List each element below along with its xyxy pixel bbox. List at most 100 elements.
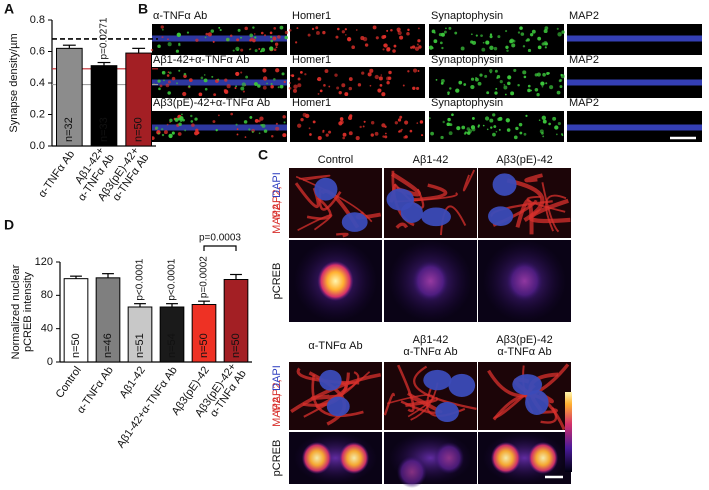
punctum [217, 78, 220, 81]
nucleus-signal [506, 261, 543, 301]
punctum [200, 76, 204, 80]
punctum [495, 87, 498, 90]
punctum [381, 123, 386, 128]
punctum [317, 92, 320, 95]
punctum [451, 113, 454, 117]
punctum [218, 114, 220, 117]
punctum [435, 78, 438, 81]
n-label: n=50 [70, 333, 82, 358]
punctum [399, 35, 404, 40]
column-header: Aβ3(pE)-42 α-TNFα Ab [496, 334, 552, 358]
punctum [171, 76, 176, 81]
row-label: Aβ3(pE)-42+α-TNFα Ab [153, 97, 270, 109]
punctum [527, 48, 532, 53]
bar [127, 306, 153, 363]
x-tick-label: Aβ1-42 [118, 365, 148, 401]
punctum [235, 85, 237, 88]
punctum [388, 70, 392, 75]
punctum [386, 81, 390, 85]
neurite [336, 232, 349, 238]
color-scale [565, 392, 572, 472]
punctum [348, 77, 353, 81]
punctum [178, 122, 182, 127]
punctum [248, 128, 251, 131]
punctum [464, 131, 468, 134]
neurite [541, 182, 560, 233]
punctum [489, 33, 493, 36]
punctum [410, 46, 413, 49]
punctum [428, 45, 434, 50]
punctum [503, 84, 506, 86]
punctum [297, 123, 302, 128]
punctum [542, 119, 547, 124]
punctum [357, 83, 362, 87]
n-label: n=51 [134, 333, 146, 358]
punctum [507, 75, 512, 80]
neurite [395, 222, 409, 229]
punctum [291, 74, 295, 78]
punctum [498, 128, 501, 131]
punctum [275, 122, 278, 125]
punctum [235, 46, 240, 51]
punctum [421, 134, 424, 137]
punctum [344, 28, 347, 31]
channel-label: Homer1 [292, 10, 331, 22]
neurite [383, 392, 395, 416]
punctum [386, 47, 391, 52]
punctum [254, 36, 257, 39]
punctum [346, 37, 352, 42]
punctum [297, 77, 301, 81]
row-label: MAP2, [271, 186, 283, 219]
neurite [528, 198, 571, 224]
punctum [560, 73, 563, 77]
punctum [312, 120, 316, 124]
punctum [244, 26, 248, 31]
punctum [492, 132, 496, 137]
punctum [295, 41, 298, 44]
neurite [462, 169, 475, 192]
punctum [363, 120, 366, 123]
punctum [513, 135, 518, 140]
bar [191, 304, 217, 363]
punctum [338, 90, 342, 95]
punctum [249, 33, 254, 38]
punctum [477, 125, 480, 128]
p-value: p<0.0001 [167, 258, 178, 300]
neurite [386, 394, 434, 418]
punctum [335, 35, 339, 39]
dendrite [567, 35, 702, 42]
punctum [165, 83, 170, 88]
nucleus [448, 373, 476, 397]
bar [159, 306, 185, 363]
punctum [402, 84, 405, 87]
punctum [414, 46, 420, 51]
punctum [484, 74, 488, 78]
column-header: α-TNFα Ab [308, 340, 362, 352]
punctum [439, 41, 443, 45]
punctum [167, 71, 170, 74]
punctum [355, 29, 358, 31]
punctum [548, 122, 551, 126]
punctum [386, 29, 389, 32]
punctum [470, 33, 473, 36]
punctum [387, 76, 392, 81]
punctum [195, 38, 199, 42]
punctum [251, 130, 254, 133]
p-value: p=0.0271 [99, 17, 110, 59]
punctum [299, 71, 303, 74]
punctum [447, 117, 451, 122]
column-header: Aβ1-42 [413, 154, 449, 166]
punctum [554, 125, 559, 130]
p-value: p=0.0003 [199, 233, 241, 244]
y-tick-label: 0.4 [30, 77, 45, 89]
punctum [175, 49, 179, 53]
punctum [544, 26, 549, 30]
punctum [505, 29, 508, 33]
punctum [263, 129, 268, 133]
punctum [509, 39, 513, 44]
nucleus [435, 401, 459, 423]
punctum [181, 113, 183, 116]
punctum [219, 28, 222, 32]
row-label: pCREB [271, 263, 283, 300]
